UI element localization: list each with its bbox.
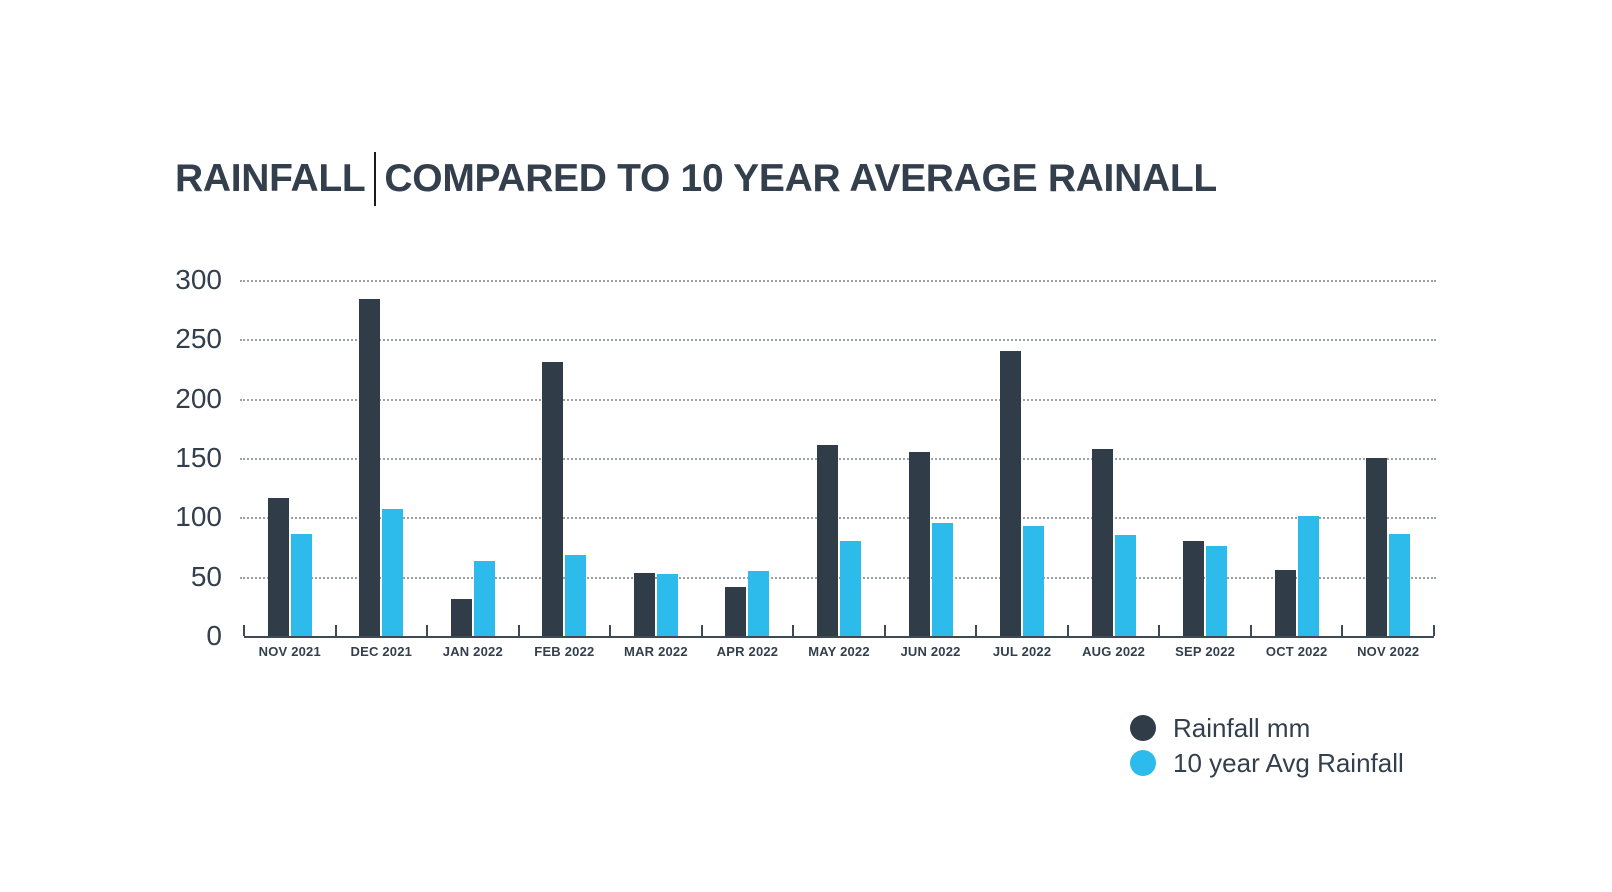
x-axis-tick [517, 625, 520, 636]
title-text-before: RAINFALL [175, 157, 366, 200]
bar-rainfall-oct-2022 [1274, 569, 1296, 636]
gridline-200 [240, 398, 1436, 401]
x-axis-tick [426, 625, 429, 636]
legend: Rainfall mm 10 year Avg Rainfall [1130, 714, 1404, 777]
title-text-after: COMPARED TO 10 YEAR AVERAGE RAINALL [384, 157, 1217, 200]
x-axis-tick [1066, 625, 1069, 636]
gridline-300 [240, 280, 1436, 282]
bar-rainfall-nov-2022 [1366, 458, 1388, 636]
x-axis-label: SEP 2022 [1175, 644, 1236, 659]
x-axis-tick [334, 625, 337, 636]
bar-rainfall-jun-2022 [908, 452, 930, 636]
y-axis-label: 100 [175, 501, 222, 533]
bar-avg-rainfall-feb-2022 [565, 555, 587, 636]
bar-avg-rainfall-mar-2022 [656, 574, 678, 636]
legend-item: 10 year Avg Rainfall [1130, 749, 1404, 777]
bar-rainfall-aug-2022 [1091, 448, 1113, 636]
gridline-50 [240, 576, 1436, 579]
x-axis-tick [883, 625, 886, 636]
bar-avg-rainfall-apr-2022 [748, 570, 770, 636]
x-axis-label: DEC 2021 [350, 644, 413, 659]
x-axis-label: MAR 2022 [624, 644, 688, 659]
x-axis-tick [1341, 625, 1344, 636]
bar-rainfall-may-2022 [817, 444, 838, 636]
plot-area [240, 280, 1436, 638]
gridline-250 [240, 339, 1436, 342]
x-axis-label: JAN 2022 [442, 644, 503, 659]
bar-rainfall-nov-2021 [267, 498, 289, 636]
bar-avg-rainfall-aug-2022 [1114, 535, 1136, 636]
x-axis-label: APR 2022 [716, 644, 779, 659]
bar-rainfall-apr-2022 [725, 587, 747, 636]
legend-swatch-icon [1130, 715, 1156, 741]
x-axis-tick [1158, 625, 1161, 636]
legend-swatch-icon [1130, 750, 1156, 776]
bar-rainfall-mar-2022 [633, 573, 655, 636]
x-axis-tick [975, 625, 978, 636]
text-cursor-icon [374, 152, 377, 206]
bar-rainfall-sep-2022 [1183, 541, 1205, 636]
bar-avg-rainfall-jan-2022 [473, 561, 495, 636]
bar-avg-rainfall-nov-2022 [1389, 533, 1411, 636]
bar-avg-rainfall-may-2022 [840, 541, 861, 636]
x-axis-tick [700, 625, 703, 636]
y-axis-label: 50 [190, 560, 222, 592]
gridline-150 [240, 458, 1436, 460]
bar-avg-rainfall-jul-2022 [1023, 525, 1045, 636]
x-axis-tick [243, 625, 245, 636]
y-axis-label: 250 [175, 323, 222, 355]
bar-rainfall-dec-2021 [359, 299, 381, 636]
y-axis-label: 200 [175, 382, 222, 414]
x-axis-label: JUL 2022 [992, 644, 1052, 659]
x-axis-tick [792, 625, 795, 636]
x-axis-label: MAY 2022 [808, 644, 870, 659]
bar-rainfall-jan-2022 [450, 599, 472, 636]
bar-rainfall-feb-2022 [542, 361, 564, 636]
x-axis-label: NOV 2021 [258, 644, 321, 659]
x-axis-label: FEB 2022 [534, 644, 595, 659]
y-axis-label: 300 [175, 264, 222, 295]
chart-title[interactable]: RAINFALL COMPARED TO 10 YEAR AVERAGE RAI… [175, 150, 1217, 208]
gridline-100 [240, 517, 1436, 520]
bar-avg-rainfall-dec-2021 [382, 509, 404, 636]
bar-avg-rainfall-nov-2021 [290, 533, 312, 636]
x-axis-tick [1433, 625, 1435, 636]
bar-avg-rainfall-sep-2022 [1206, 545, 1228, 636]
legend-label: Rainfall mm [1173, 713, 1311, 743]
x-axis-tick [609, 625, 612, 636]
x-axis-label: NOV 2022 [1357, 644, 1420, 659]
bar-avg-rainfall-jun-2022 [931, 523, 953, 636]
bar-rainfall-jul-2022 [1000, 351, 1022, 636]
bar-avg-rainfall-oct-2022 [1297, 516, 1319, 636]
legend-item: Rainfall mm [1130, 714, 1404, 742]
x-axis-label: AUG 2022 [1082, 644, 1146, 659]
y-axis-label: 0 [206, 620, 222, 651]
legend-label: 10 year Avg Rainfall [1173, 748, 1404, 778]
x-axis-label: JUN 2022 [900, 644, 961, 659]
y-axis-label: 150 [175, 442, 222, 473]
x-axis-label: OCT 2022 [1265, 644, 1328, 659]
x-axis-tick [1249, 625, 1252, 636]
